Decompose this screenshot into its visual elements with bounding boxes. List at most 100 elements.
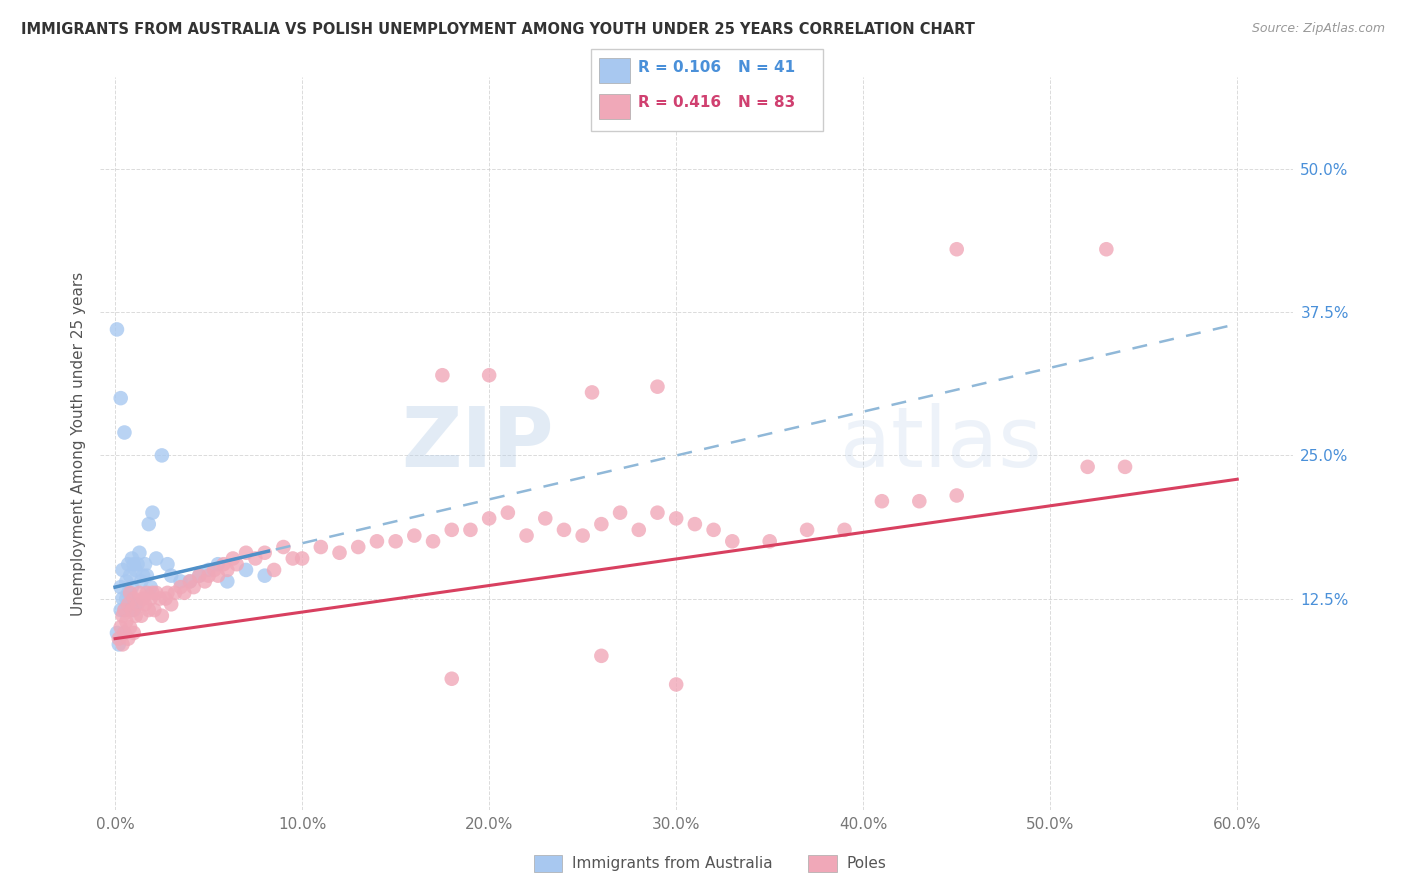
Point xyxy=(132,591,155,606)
Point xyxy=(173,586,195,600)
Point xyxy=(114,626,136,640)
Point xyxy=(121,603,143,617)
Point xyxy=(110,603,132,617)
Point xyxy=(207,568,229,582)
Point xyxy=(139,580,162,594)
Point xyxy=(132,568,155,582)
Point xyxy=(796,523,818,537)
Point xyxy=(516,528,538,542)
Point xyxy=(665,511,688,525)
Point xyxy=(110,620,132,634)
Point xyxy=(647,379,669,393)
Point xyxy=(160,597,183,611)
Point xyxy=(129,574,152,589)
Point xyxy=(118,597,141,611)
Point xyxy=(110,580,132,594)
Point xyxy=(683,517,706,532)
Point xyxy=(609,506,631,520)
Point xyxy=(328,546,350,560)
Point xyxy=(143,603,166,617)
Point xyxy=(115,615,138,629)
Point xyxy=(141,506,163,520)
Point xyxy=(179,574,201,589)
Point xyxy=(117,558,139,572)
Text: ZIP: ZIP xyxy=(401,403,554,484)
Point xyxy=(111,563,134,577)
Point xyxy=(135,568,157,582)
Point xyxy=(945,242,967,256)
Point xyxy=(870,494,893,508)
Point xyxy=(163,586,186,600)
Point xyxy=(108,632,131,646)
Point xyxy=(197,568,219,582)
Text: R = 0.106: R = 0.106 xyxy=(638,60,721,75)
Point xyxy=(124,597,146,611)
Point xyxy=(758,534,780,549)
Point xyxy=(197,563,219,577)
Point xyxy=(118,620,141,634)
Point xyxy=(122,591,145,606)
Point xyxy=(422,534,444,549)
Point xyxy=(179,574,201,589)
Point xyxy=(128,546,150,560)
Point xyxy=(273,540,295,554)
Point xyxy=(291,551,314,566)
Point xyxy=(478,511,501,525)
Text: N = 41: N = 41 xyxy=(738,60,796,75)
Point xyxy=(591,517,613,532)
Point xyxy=(139,591,162,606)
Point xyxy=(207,558,229,572)
Point xyxy=(347,540,370,554)
Point xyxy=(122,626,145,640)
Point xyxy=(134,558,156,572)
Point xyxy=(460,523,482,537)
Point xyxy=(217,563,239,577)
Point xyxy=(703,523,725,537)
Point xyxy=(122,603,145,617)
Point xyxy=(225,558,247,572)
Point xyxy=(118,586,141,600)
Text: IMMIGRANTS FROM AUSTRALIA VS POLISH UNEMPLOYMENT AMONG YOUTH UNDER 25 YEARS CORR: IMMIGRANTS FROM AUSTRALIA VS POLISH UNEM… xyxy=(21,22,974,37)
Point xyxy=(217,574,239,589)
Point xyxy=(145,586,167,600)
Point xyxy=(111,608,134,623)
Point xyxy=(478,368,501,383)
Point xyxy=(202,563,225,577)
Point xyxy=(212,558,235,572)
Point xyxy=(110,391,132,405)
Point xyxy=(115,574,138,589)
Point xyxy=(124,563,146,577)
Point xyxy=(647,506,669,520)
Point xyxy=(169,574,191,589)
Point xyxy=(721,534,744,549)
Point xyxy=(665,677,688,691)
Point xyxy=(118,568,141,582)
Point xyxy=(156,558,179,572)
Text: Poles: Poles xyxy=(846,856,886,871)
Point xyxy=(627,523,650,537)
Text: atlas: atlas xyxy=(839,403,1042,484)
Point xyxy=(155,591,177,606)
Point xyxy=(908,494,931,508)
Point xyxy=(404,528,426,542)
Point xyxy=(150,449,173,463)
Point xyxy=(553,523,575,537)
Point xyxy=(1114,459,1136,474)
Point xyxy=(384,534,406,549)
Point xyxy=(222,551,245,566)
Point xyxy=(1077,459,1099,474)
Point xyxy=(145,551,167,566)
Point xyxy=(281,551,304,566)
Point xyxy=(235,546,257,560)
Point xyxy=(108,637,131,651)
Point xyxy=(124,608,146,623)
Point xyxy=(111,637,134,651)
Text: Source: ZipAtlas.com: Source: ZipAtlas.com xyxy=(1251,22,1385,36)
Point xyxy=(115,591,138,606)
Point xyxy=(169,580,191,594)
Point xyxy=(114,425,136,440)
Text: R = 0.416: R = 0.416 xyxy=(638,95,721,111)
Point xyxy=(114,626,136,640)
Point xyxy=(128,586,150,600)
Point xyxy=(945,488,967,502)
